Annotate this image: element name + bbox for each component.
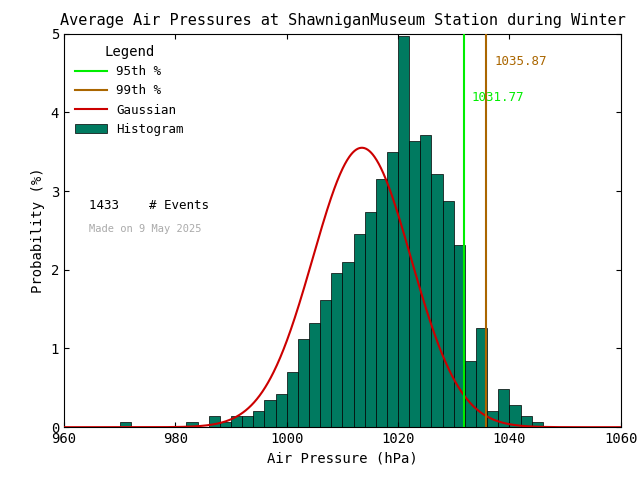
Bar <box>365 212 376 427</box>
Bar <box>454 245 465 427</box>
Bar <box>443 201 454 427</box>
Bar <box>253 411 264 427</box>
Bar <box>465 361 476 427</box>
Bar <box>409 141 420 427</box>
Bar <box>520 416 532 427</box>
Bar <box>476 328 487 427</box>
Bar <box>264 400 276 427</box>
Text: 1031.77: 1031.77 <box>472 91 524 104</box>
Bar <box>509 405 520 427</box>
Text: 1433    # Events: 1433 # Events <box>89 199 209 212</box>
Bar <box>220 422 231 427</box>
Y-axis label: Probability (%): Probability (%) <box>31 168 45 293</box>
Bar <box>242 416 253 427</box>
Bar <box>499 389 509 427</box>
Bar <box>287 372 298 427</box>
Text: 1035.87: 1035.87 <box>495 55 547 68</box>
Bar <box>387 152 398 427</box>
Text: Made on 9 May 2025: Made on 9 May 2025 <box>89 224 202 234</box>
Bar <box>398 36 409 427</box>
Bar <box>298 339 309 427</box>
Bar <box>342 262 353 427</box>
Bar <box>532 422 543 427</box>
Legend: 95th %, 99th %, Gaussian, Histogram: 95th %, 99th %, Gaussian, Histogram <box>70 40 189 141</box>
Bar <box>276 394 287 427</box>
X-axis label: Air Pressure (hPa): Air Pressure (hPa) <box>267 452 418 466</box>
Bar <box>420 135 431 427</box>
Bar <box>186 422 198 427</box>
Bar <box>353 234 365 427</box>
Bar <box>231 416 242 427</box>
Bar <box>431 174 443 427</box>
Bar <box>209 416 220 427</box>
Bar <box>120 422 131 427</box>
Bar <box>309 323 320 427</box>
Bar <box>376 179 387 427</box>
Bar <box>332 273 342 427</box>
Bar <box>487 411 499 427</box>
Title: Average Air Pressures at ShawniganMuseum Station during Winter: Average Air Pressures at ShawniganMuseum… <box>60 13 625 28</box>
Bar <box>320 300 332 427</box>
